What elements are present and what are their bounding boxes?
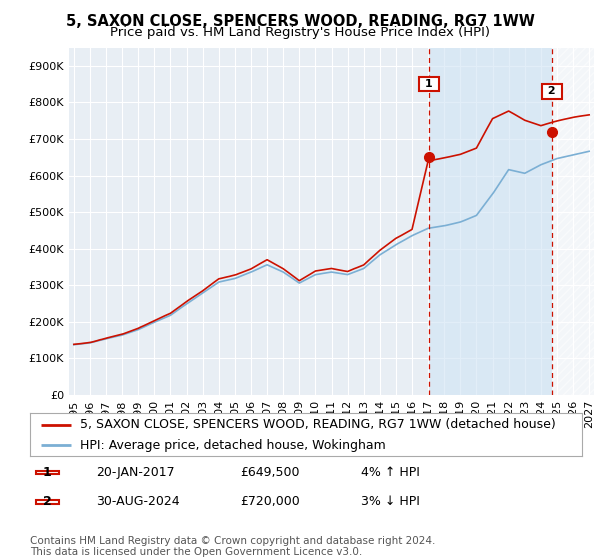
Text: HPI: Average price, detached house, Wokingham: HPI: Average price, detached house, Woki… (80, 439, 385, 452)
Bar (35, 500, 59, 503)
Text: 2: 2 (43, 495, 52, 508)
Text: Contains HM Land Registry data © Crown copyright and database right 2024.
This d: Contains HM Land Registry data © Crown c… (30, 535, 436, 557)
Text: 4% ↑ HPI: 4% ↑ HPI (361, 466, 420, 479)
Text: £720,000: £720,000 (240, 495, 299, 508)
Text: 1: 1 (43, 466, 52, 479)
Text: 5, SAXON CLOSE, SPENCERS WOOD, READING, RG7 1WW: 5, SAXON CLOSE, SPENCERS WOOD, READING, … (65, 14, 535, 29)
Text: 2: 2 (544, 86, 559, 96)
Bar (35, 470, 59, 474)
Bar (551, 48, 594, 395)
Text: Price paid vs. HM Land Registry's House Price Index (HPI): Price paid vs. HM Land Registry's House … (110, 26, 490, 39)
Text: 3% ↓ HPI: 3% ↓ HPI (361, 495, 420, 508)
Text: 1: 1 (421, 79, 437, 89)
Text: 5, SAXON CLOSE, SPENCERS WOOD, READING, RG7 1WW (detached house): 5, SAXON CLOSE, SPENCERS WOOD, READING, … (80, 418, 556, 431)
Text: 20-JAN-2017: 20-JAN-2017 (96, 466, 175, 479)
Text: £649,500: £649,500 (240, 466, 299, 479)
Bar (429, 48, 551, 395)
Text: 30-AUG-2024: 30-AUG-2024 (96, 495, 180, 508)
